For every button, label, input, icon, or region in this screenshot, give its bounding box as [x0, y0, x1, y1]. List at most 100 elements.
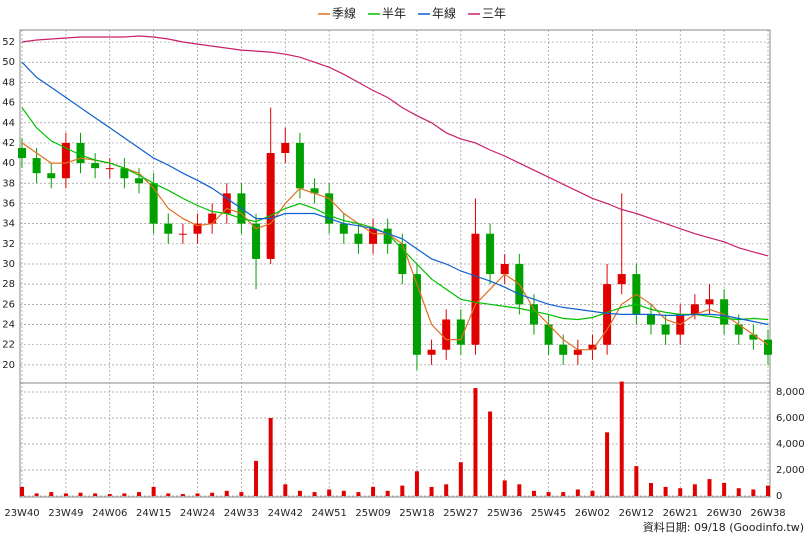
y-tick-label: 52 [2, 37, 15, 48]
volume-bar [605, 432, 610, 496]
x-tick-label: 24W42 [268, 508, 303, 519]
candle-body [325, 193, 334, 224]
x-tick-label: 24W51 [312, 508, 347, 519]
candle-body [398, 243, 407, 275]
candle-body [32, 158, 41, 174]
candle-body [617, 274, 626, 285]
x-tick-label: 25W27 [443, 508, 478, 519]
candle-body [193, 223, 202, 234]
volume-bar [297, 490, 302, 496]
y2-tick-label: 0 [776, 491, 782, 502]
x-tick-label: 25W18 [399, 508, 434, 519]
y2-tick-label: 8,000 [776, 387, 805, 398]
candle-body [544, 324, 553, 345]
x-tick-label: 24W06 [92, 508, 127, 519]
candle-body [18, 147, 26, 159]
volume-bar [327, 489, 332, 496]
volume-bar [283, 484, 288, 496]
volume-bar [502, 480, 507, 496]
x-tick-label: 23W40 [4, 508, 39, 519]
candle-body [442, 319, 451, 350]
candle-body [661, 324, 670, 335]
plot-frame [19, 29, 771, 498]
volume-bar [766, 485, 770, 496]
y-tick-label: 26 [2, 299, 15, 310]
legend-label: 半年 [382, 7, 406, 21]
candle-body [281, 142, 290, 154]
volume-bar [122, 493, 127, 496]
volume-bar [546, 492, 551, 496]
candle-body [369, 228, 378, 244]
volume-bar [444, 484, 449, 496]
volume-bar [371, 486, 376, 496]
volume-bar [356, 492, 361, 496]
x-tick-label: 25W45 [531, 508, 566, 519]
candle-body [412, 274, 421, 355]
candle-body [354, 233, 363, 244]
legend: 季線 半年 年線 三年 [318, 6, 506, 21]
candle-body [427, 349, 436, 355]
volume-bar [400, 485, 405, 496]
y2-tick-label: 6,000 [776, 413, 805, 424]
x-tick-label: 24W33 [224, 508, 259, 519]
volume-bar [429, 486, 434, 496]
y-tick-label: 40 [2, 158, 15, 169]
volume-bar [561, 492, 566, 496]
y2-tick-label: 2,000 [776, 465, 805, 476]
candle-body [559, 344, 568, 355]
volume-bar [210, 492, 215, 496]
volume-bar [254, 460, 259, 496]
volume-bar [458, 462, 463, 496]
volume-bar [239, 492, 244, 496]
x-tick-label: 23W49 [48, 508, 83, 519]
candle-body [383, 228, 392, 244]
volume-bar [722, 483, 727, 496]
legend-label: 季線 [332, 6, 356, 21]
volume-bar [224, 490, 229, 496]
candle-body [295, 142, 304, 189]
candle-body [456, 319, 465, 345]
y-tick-label: 32 [2, 239, 15, 250]
y-tick-label: 44 [2, 118, 15, 129]
legend-label: 三年 [482, 7, 506, 21]
candle-body [339, 223, 348, 234]
volume-bar [20, 486, 24, 496]
volume-bar [180, 494, 185, 496]
candle-body [76, 142, 85, 164]
volume-bar [63, 493, 68, 496]
y2-tick-label: 4,000 [776, 439, 805, 450]
volume-bar [414, 471, 419, 496]
source-note: 資料日期: 09/18 (Goodinfo.tw) [643, 520, 804, 534]
y-tick-label: 48 [2, 77, 15, 88]
volume-bar [575, 489, 580, 496]
y-tick-label: 22 [2, 340, 15, 351]
volume-bar [678, 488, 683, 496]
y-tick-label: 24 [2, 320, 15, 331]
candle-body [588, 344, 597, 350]
candle-body [149, 183, 158, 224]
volume-bar [312, 492, 317, 496]
y-tick-label: 38 [2, 178, 15, 189]
legend-label: 年線 [432, 6, 456, 21]
volume-bar [34, 493, 39, 496]
volume-bar [473, 388, 478, 496]
x-tick-label: 25W09 [355, 508, 390, 519]
y-tick-label: 50 [2, 57, 15, 68]
y-tick-label: 30 [2, 259, 15, 270]
volume-bar [736, 488, 741, 496]
candle-body [486, 233, 495, 275]
candle-body [720, 299, 729, 325]
y-tick-label: 28 [2, 279, 15, 290]
volume-bar [634, 466, 639, 496]
y-tick-label: 42 [2, 138, 15, 149]
candle-body [764, 339, 772, 355]
candle-body [529, 304, 538, 325]
ma-line [21, 35, 769, 257]
candle-body [178, 233, 187, 235]
candle-body [222, 193, 231, 214]
volume-bar [166, 493, 171, 496]
volume-bar [385, 490, 390, 496]
volume-bar [751, 489, 756, 496]
volume-bar [707, 479, 712, 496]
